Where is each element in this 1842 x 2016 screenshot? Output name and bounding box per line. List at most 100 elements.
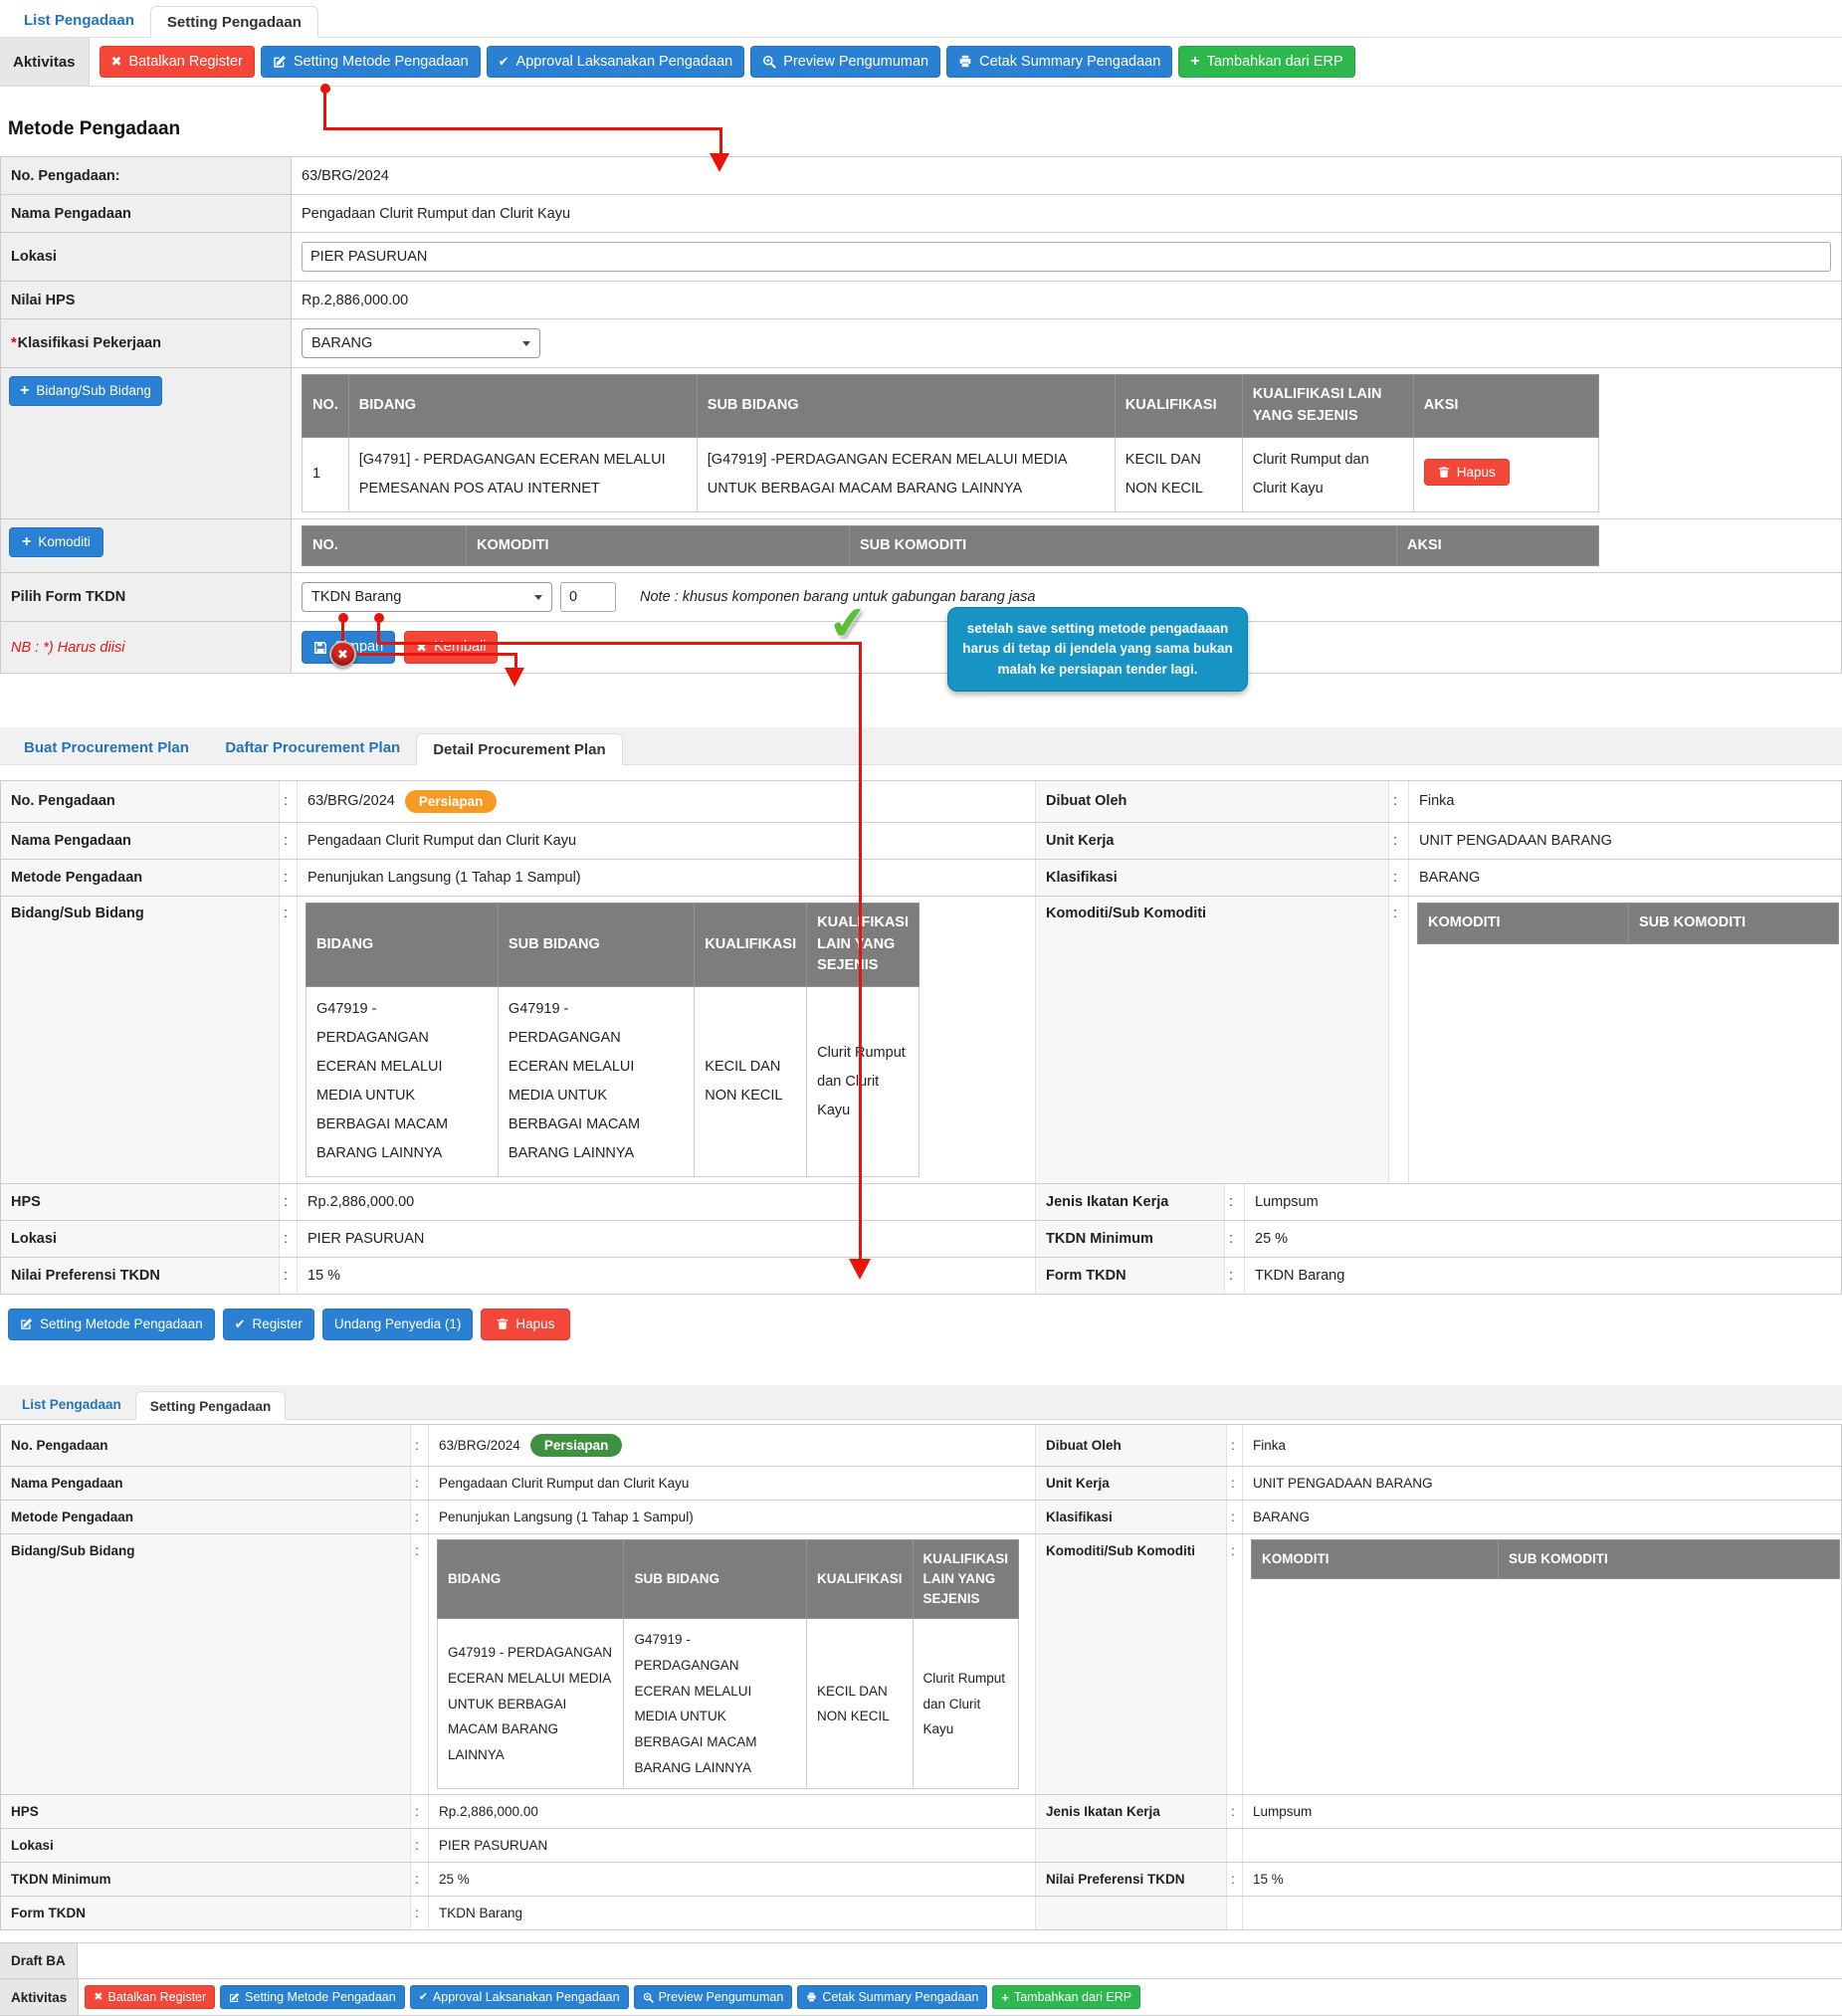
setting-komoditi-table: KOMODITI SUB KOMODITI <box>1251 1538 1840 1579</box>
table-row: G47919 - PERDAGANGAN ECERAN MELALUI MEDI… <box>436 1618 1019 1790</box>
plan-tabbar: Buat Procurement Plan Daftar Procurement… <box>0 726 1842 765</box>
plan-actions: Setting Metode Pengadaan ✔ Register Unda… <box>8 1309 1842 1340</box>
tkdn-percent-input[interactable] <box>560 582 616 613</box>
magnifier-icon <box>762 55 777 69</box>
setting-metode-pengadaan-button[interactable]: Setting Metode Pengadaan <box>260 45 481 79</box>
metode-pengadaan-form: No. Pengadaan: 63/BRG/2024 Nama Pengadaa… <box>0 156 1842 674</box>
setting-bidang-table: BIDANG SUB BIDANG KUALIFIKASI KUALIFIKAS… <box>436 1538 1019 1790</box>
trash-icon <box>497 1317 509 1330</box>
col-kualifikasi: KUALIFIKASI <box>1114 374 1243 438</box>
nama-pengadaan-value: Pengadaan Clurit Rumput dan Clurit Kayu <box>302 205 571 222</box>
x-icon: ✖ <box>416 640 428 656</box>
magnifier-icon <box>643 1992 654 2003</box>
plan-komoditi-table: KOMODITI SUB KOMODITI <box>1417 902 1839 944</box>
hapus-plan-button[interactable]: Hapus <box>481 1309 571 1340</box>
simpan-button[interactable]: Simpan <box>302 631 396 664</box>
table-row: 1 [G4791] - PERDAGANGAN ECERAN MELALUI P… <box>302 436 1600 512</box>
aktivitas-bottom-row: Aktivitas ✖ Batalkan Register Setting Me… <box>0 1979 1842 2016</box>
status-badge: Persiapan <box>529 1433 623 1457</box>
no-pengadaan-label: No. Pengadaan <box>1 780 280 822</box>
no-pengadaan-value: 63/BRG/2024 <box>302 167 389 184</box>
check-icon: ✔ <box>234 1316 246 1332</box>
check-icon: ✔ <box>418 1990 428 2003</box>
kembali-button[interactable]: ✖ Kembali <box>404 631 499 664</box>
nb-required-note: NB : *) Harus diisi <box>11 639 125 656</box>
approval-laksanakan-button[interactable]: ✔ Approval Laksanakan Pengadaan <box>409 1985 629 2010</box>
col-komoditi: KOMODITI <box>466 524 850 567</box>
plus-icon: + <box>20 382 30 399</box>
status-badge: Persiapan <box>404 789 498 813</box>
tkdn-form-select[interactable]: TKDN Barang <box>302 582 552 613</box>
komoditi-table: NO. KOMODITI SUB KOMODITI AKSI <box>302 524 1599 567</box>
x-icon: ✖ <box>94 1990 103 2003</box>
col-no: NO. <box>302 374 349 438</box>
setting-pengadaan-detail-table: No. Pengadaan : 63/BRG/2024 Persiapan Di… <box>0 1423 1842 1931</box>
register-button[interactable]: ✔ Register <box>222 1309 314 1340</box>
plus-icon: + <box>1001 1989 1009 2005</box>
tab-daftar-procurement-plan[interactable]: Daftar Procurement Plan <box>225 738 401 756</box>
pilih-form-tkdn-label: Pilih Form TKDN <box>1 573 292 622</box>
plan-bidang-table: BIDANG SUB BIDANG KUALIFIKASI KUALIFIKAS… <box>306 902 920 1178</box>
tab-list-pengadaan[interactable]: List Pengadaan <box>22 1396 121 1412</box>
chevron-down-icon <box>534 594 542 600</box>
edit-icon <box>229 1992 240 2003</box>
nama-pengadaan-label: Nama Pengadaan <box>1 195 292 232</box>
tab-buat-procurement-plan[interactable]: Buat Procurement Plan <box>24 738 189 756</box>
draft-ba-row: Draft BA <box>0 1942 1842 1980</box>
dibuat-oleh-label: Dibuat Oleh <box>1036 780 1389 822</box>
printer-icon <box>958 55 972 68</box>
trash-icon <box>1438 466 1450 479</box>
hapus-bidang-button[interactable]: Hapus <box>1423 458 1510 487</box>
bidang-sub-bidang-table: NO. BIDANG SUB BIDANG KUALIFIKASI KUALIF… <box>302 374 1600 512</box>
col-sub-bidang: SUB BIDANG <box>696 374 1116 438</box>
chevron-down-icon <box>522 340 530 346</box>
edit-icon <box>20 1317 33 1330</box>
setting-metode-pengadaan-button[interactable]: Setting Metode Pengadaan <box>220 1985 405 2010</box>
approval-laksanakan-button[interactable]: ✔ Approval Laksanakan Pengadaan <box>486 45 745 79</box>
top-tabbar: List Pengadaan Setting Pengadaan <box>0 0 1842 38</box>
printer-icon <box>806 1992 817 2002</box>
aktivitas-label: Aktivitas <box>0 38 90 86</box>
table-row: G47919 - PERDAGANGAN ECERAN MELALUI MEDI… <box>306 986 920 1178</box>
batalkan-register-button[interactable]: ✖ Batalkan Register <box>85 1985 216 2010</box>
x-icon: ✖ <box>110 54 122 70</box>
tab-setting-pengadaan[interactable]: Setting Pengadaan <box>149 6 318 38</box>
klasifikasi-select[interactable]: BARANG <box>302 328 540 358</box>
col-kualifikasi-lain: KUALIFIKASI LAIN YANG SEJENIS <box>1241 374 1414 438</box>
cetak-summary-button[interactable]: Cetak Summary Pengadaan <box>797 1985 988 2010</box>
tab-setting-pengadaan[interactable]: Setting Pengadaan <box>134 1390 287 1420</box>
add-bidang-sub-bidang-button[interactable]: + Bidang/Sub Bidang <box>9 376 162 406</box>
tkdn-note: Note : khusus komponen barang untuk gabu… <box>640 589 1036 606</box>
col-aksi: AKSI <box>1396 524 1599 567</box>
add-komoditi-button[interactable]: + Komoditi <box>9 526 103 557</box>
detail-procurement-plan-table: No. Pengadaan : 63/BRG/2024 Persiapan Di… <box>0 779 1842 1296</box>
tambahkan-dari-erp-button[interactable]: + Tambahkan dari ERP <box>992 1985 1141 2010</box>
batalkan-register-button[interactable]: ✖ Batalkan Register <box>99 45 255 79</box>
preview-pengumuman-button[interactable]: Preview Pengumuman <box>750 45 941 79</box>
plus-icon: + <box>22 532 32 550</box>
tab-list-pengadaan[interactable]: List Pengadaan <box>24 12 134 29</box>
col-sub-komoditi: SUB KOMODITI <box>849 524 1397 567</box>
undang-penyedia-button[interactable]: Undang Penyedia (1) <box>321 1309 474 1340</box>
tab-detail-procurement-plan[interactable]: Detail Procurement Plan <box>416 732 623 765</box>
required-star: * <box>11 335 17 351</box>
tambahkan-dari-erp-button[interactable]: + Tambahkan dari ERP <box>1178 45 1355 79</box>
aktivitas-label: Aktivitas <box>0 1979 80 2016</box>
preview-pengumuman-button[interactable]: Preview Pengumuman <box>633 1985 793 2010</box>
cetak-summary-button[interactable]: Cetak Summary Pengadaan <box>946 45 1173 79</box>
check-icon: ✔ <box>498 54 510 70</box>
no-pengadaan-value: 63/BRG/2024 <box>439 1437 520 1453</box>
no-pengadaan-value: 63/BRG/2024 <box>307 793 395 810</box>
aktivitas-toolbar: Aktivitas ✖ Batalkan Register Setting Me… <box>0 38 1842 87</box>
lokasi-label: Lokasi <box>1 233 292 281</box>
lokasi-input[interactable] <box>302 242 1831 272</box>
draft-ba-label: Draft BA <box>0 1943 78 1979</box>
edit-icon <box>273 55 287 69</box>
setting-metode-pengadaan-button[interactable]: Setting Metode Pengadaan <box>8 1309 215 1340</box>
save-icon <box>313 641 327 655</box>
col-bidang: BIDANG <box>347 374 698 438</box>
no-pengadaan-label: No. Pengadaan: <box>1 157 292 194</box>
nilai-hps-value: Rp.2,886,000.00 <box>302 292 409 308</box>
col-aksi: AKSI <box>1412 374 1600 438</box>
